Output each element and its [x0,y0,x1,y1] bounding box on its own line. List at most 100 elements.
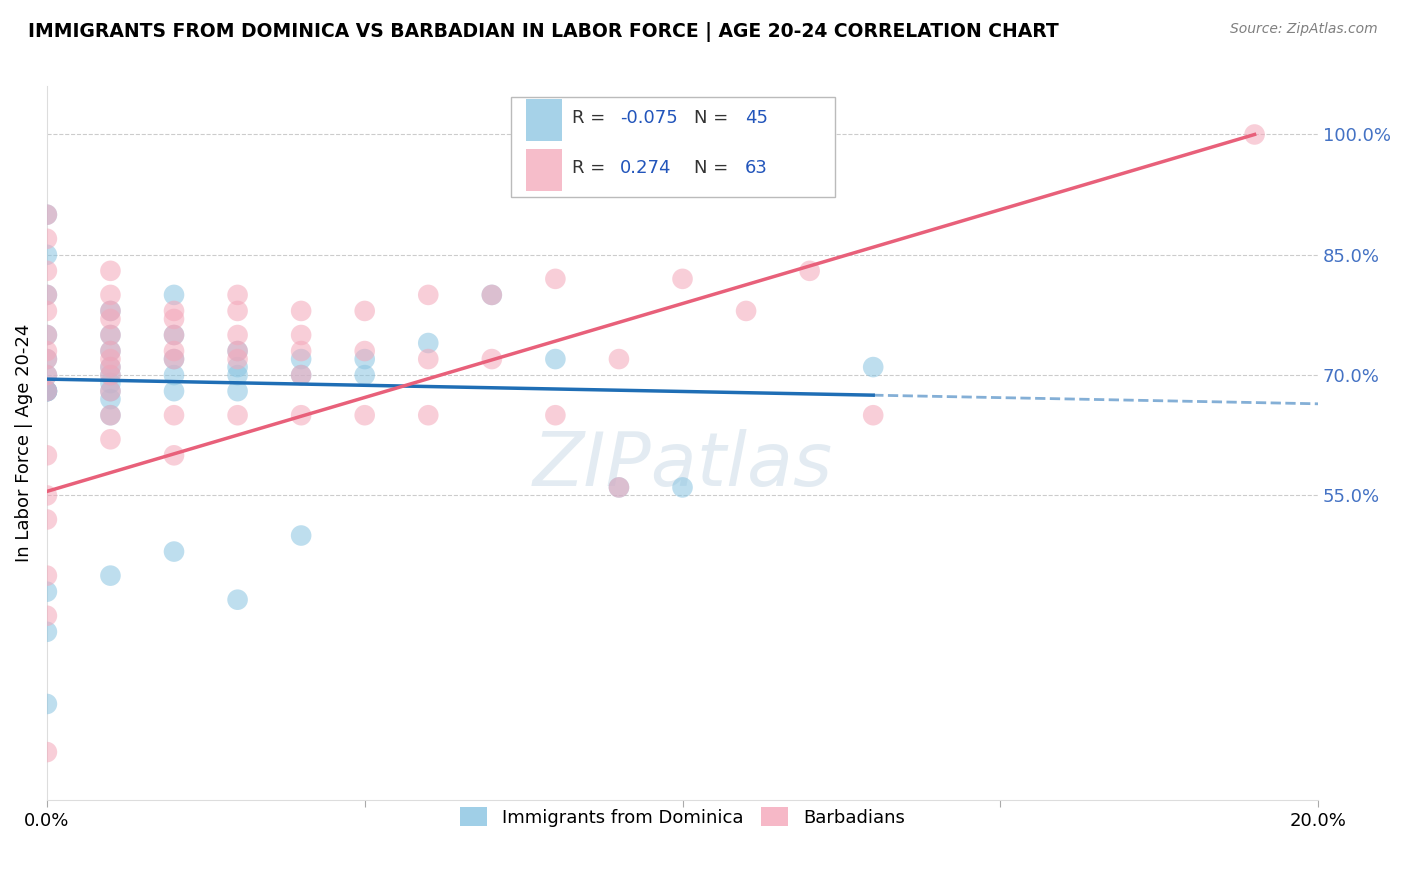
Point [290,328,312,343]
Point [799,264,821,278]
Point [418,288,440,302]
Point [226,304,249,318]
Point [35,328,58,343]
Point [35,368,58,383]
Point [100,328,122,343]
Point [226,328,249,343]
Point [353,304,375,318]
Point [163,352,186,367]
Point [35,384,58,399]
Text: R =: R = [572,159,612,177]
Text: IMMIGRANTS FROM DOMINICA VS BARBADIAN IN LABOR FORCE | AGE 20-24 CORRELATION CHA: IMMIGRANTS FROM DOMINICA VS BARBADIAN IN… [28,22,1059,42]
Point [226,384,249,399]
Point [35,488,58,502]
Point [100,432,122,446]
Text: R =: R = [572,109,612,127]
Point [418,408,440,422]
Point [226,352,249,367]
Point [481,352,503,367]
Point [35,512,58,526]
Point [862,408,884,422]
Point [163,544,186,558]
Point [353,344,375,359]
Point [353,368,375,383]
Point [607,480,630,494]
Text: ZIPatlas: ZIPatlas [533,429,832,500]
Point [35,624,58,639]
Point [100,360,122,375]
Point [290,304,312,318]
Point [35,208,58,222]
Point [226,344,249,359]
Legend: Immigrants from Dominica, Barbadians: Immigrants from Dominica, Barbadians [453,800,912,834]
Point [100,328,122,343]
Point [100,360,122,375]
Point [100,368,122,383]
Point [35,568,58,582]
Point [226,360,249,375]
Point [226,592,249,607]
Point [35,745,58,759]
Point [671,272,693,286]
Point [35,288,58,302]
Point [100,408,122,422]
Point [35,384,58,399]
Point [163,288,186,302]
Point [607,352,630,367]
Text: -0.075: -0.075 [620,109,678,127]
Point [226,408,249,422]
Point [35,384,58,399]
Point [481,288,503,302]
Point [35,264,58,278]
FancyBboxPatch shape [526,149,562,191]
Point [862,360,884,375]
Point [100,392,122,407]
Point [100,368,122,383]
Point [100,344,122,359]
Point [163,408,186,422]
Point [100,288,122,302]
Point [100,408,122,422]
Point [226,288,249,302]
Point [544,408,567,422]
Point [100,312,122,326]
Point [163,328,186,343]
FancyBboxPatch shape [526,99,562,141]
Point [35,288,58,302]
Point [100,304,122,318]
Point [100,568,122,582]
Point [163,368,186,383]
Point [481,288,503,302]
Point [163,384,186,399]
Point [35,448,58,462]
Point [418,336,440,351]
Text: 0.274: 0.274 [620,159,672,177]
Point [290,408,312,422]
Point [35,584,58,599]
Point [163,304,186,318]
Point [290,344,312,359]
Text: Source: ZipAtlas.com: Source: ZipAtlas.com [1230,22,1378,37]
Point [35,232,58,246]
Point [35,304,58,318]
Point [100,304,122,318]
Point [35,368,58,383]
Point [290,528,312,542]
Point [35,352,58,367]
Point [671,480,693,494]
Point [35,608,58,623]
Text: N =: N = [695,159,734,177]
Point [1243,128,1265,142]
Point [290,368,312,383]
Point [35,697,58,711]
FancyBboxPatch shape [510,97,835,197]
Point [544,352,567,367]
Point [35,352,58,367]
Point [35,384,58,399]
Point [35,384,58,399]
Point [163,328,186,343]
Point [607,480,630,494]
Point [35,344,58,359]
Point [35,248,58,262]
Point [226,344,249,359]
